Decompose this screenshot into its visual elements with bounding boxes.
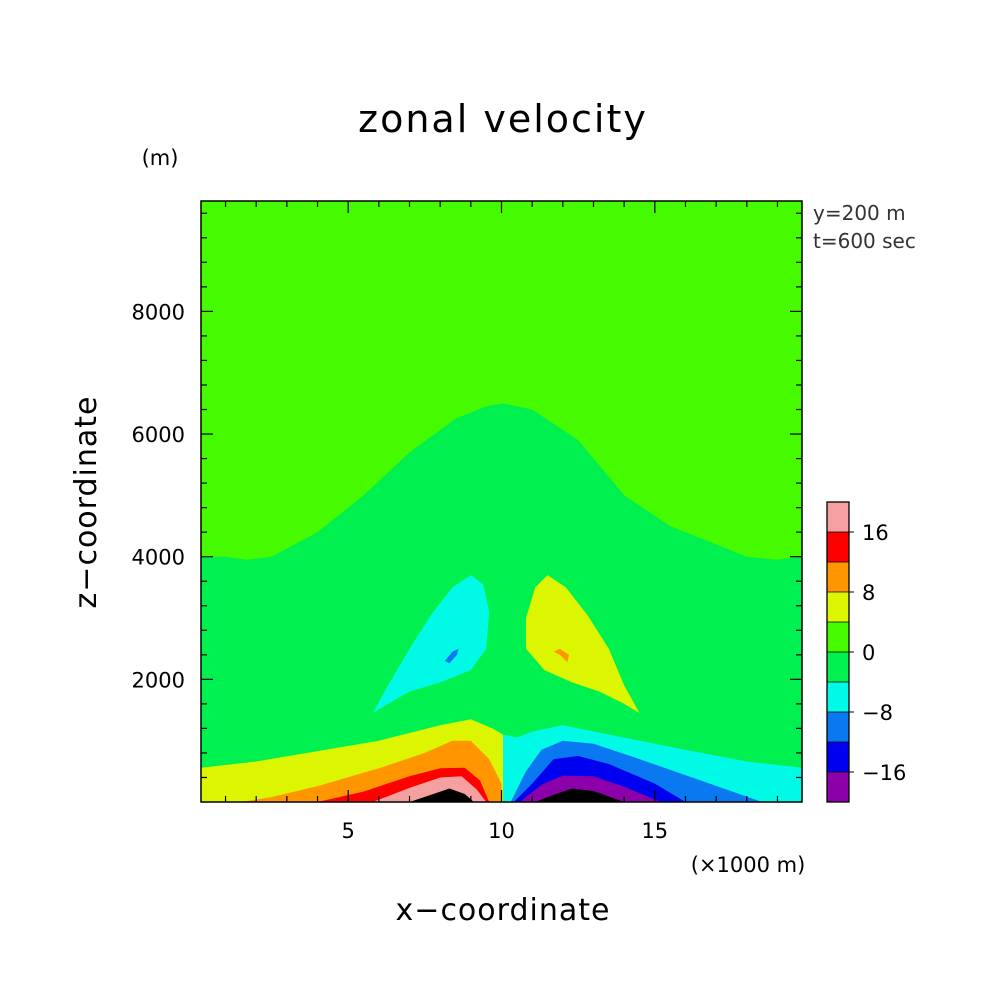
y-tick-label-4000: 4000 xyxy=(132,546,185,570)
chart-title: zonal velocity xyxy=(358,97,648,141)
x-axis-unit: (×1000 m) xyxy=(691,853,806,877)
info-y-position: y=200 m xyxy=(813,201,906,225)
colorbar-swatch-4 xyxy=(827,652,849,682)
x-tick-label-10: 10 xyxy=(488,819,515,843)
colorbar-swatch-6 xyxy=(827,592,849,622)
colorbar-swatch-8 xyxy=(827,532,849,562)
contour-region-13 xyxy=(409,788,474,802)
y-axis-label: z−coordinate xyxy=(69,396,104,609)
y-axis-unit: (m) xyxy=(142,146,179,170)
colorbar-label-1: −8 xyxy=(862,701,893,725)
colorbar-swatch-5 xyxy=(827,622,849,652)
colorbar-swatch-3 xyxy=(827,682,849,712)
axes: 5 10 15 2000 4000 6000 8000 xyxy=(132,200,803,843)
x-axis-label: x−coordinate xyxy=(396,893,611,928)
contour-region-6 xyxy=(526,575,640,714)
colorbar-swatch-0 xyxy=(827,772,849,802)
colorbar-label-0: −16 xyxy=(862,761,906,785)
y-tick-label-6000: 6000 xyxy=(132,423,185,447)
plot-area xyxy=(201,201,802,802)
contour-region-4 xyxy=(372,575,490,714)
contour-region-3 xyxy=(201,403,503,802)
colorbar-swatch-1 xyxy=(827,742,849,772)
colorbar-swatch-7 xyxy=(827,562,849,592)
contour-region-5 xyxy=(444,648,459,664)
colorbar-label-3: 8 xyxy=(862,581,875,605)
x-tick-label-15: 15 xyxy=(641,819,668,843)
colorbar-swatch-9 xyxy=(827,502,849,532)
x-tick-label-5: 5 xyxy=(341,819,354,843)
colorbar-swatch-2 xyxy=(827,712,849,742)
y-tick-label-8000: 8000 xyxy=(132,300,185,324)
info-time: t=600 sec xyxy=(813,229,916,253)
contour-region-7 xyxy=(553,648,569,663)
contour-region-2 xyxy=(503,201,802,560)
contour-region-17 xyxy=(535,788,625,802)
colorbar-label-4: 16 xyxy=(862,521,889,545)
colorbar-label-2: 0 xyxy=(862,641,875,665)
y-tick-label-2000: 2000 xyxy=(132,668,185,692)
colorbar: −16 −8 0 8 16 xyxy=(826,501,906,803)
